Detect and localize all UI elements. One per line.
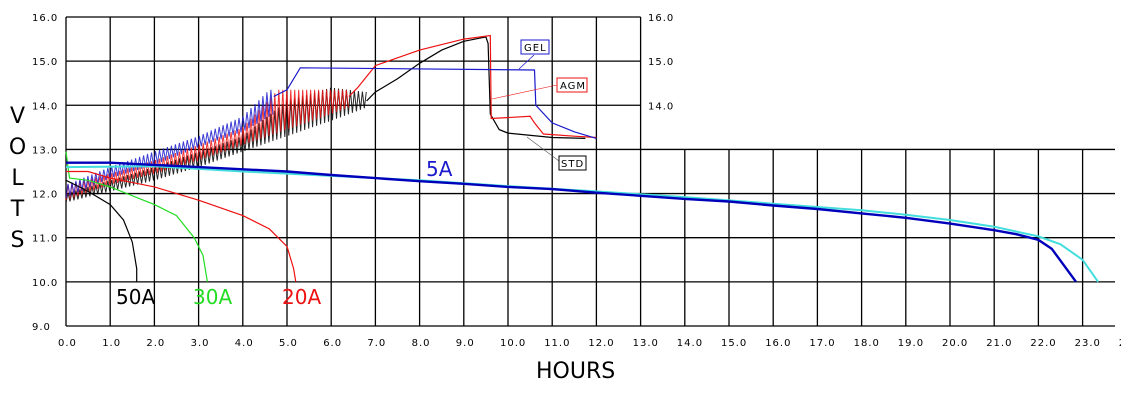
y-tick-label: 10.0 [32, 278, 58, 289]
x-tick-label: 3.0 [191, 338, 210, 349]
x-tick-label: 23.0 [1075, 338, 1101, 349]
charge-line-agm [348, 34, 597, 139]
tick-labels: 16.0 15.0 14.0 13.0 12.0 11.0 10.0 9.0 16.0 15.0 1… [32, 13, 1121, 349]
y-tick-label: 11.0 [32, 234, 58, 245]
x-tick-label: 10.0 [500, 338, 526, 349]
x-tick-label: 1.0 [102, 338, 121, 349]
x-tick-label: 22.0 [1030, 338, 1056, 349]
agm-box [556, 77, 588, 93]
gel-box [520, 39, 550, 55]
y-tick-label: 14.0 [32, 101, 58, 112]
std-leader [526, 136, 560, 162]
charge-line-std [366, 36, 586, 139]
y-tick-label-right: 14.0 [648, 101, 674, 112]
charge-ripple-agm [65, 89, 349, 201]
x-tick-label: 15.0 [721, 338, 747, 349]
series-lines [65, 34, 1099, 283]
agm-leader [491, 84, 558, 100]
x-tick-label: 14.0 [677, 338, 703, 349]
x-tick-label: 20.0 [942, 338, 968, 349]
charge-line-gel [273, 67, 597, 139]
x-tick-label: 9.0 [456, 338, 475, 349]
label-20a: 20A [282, 285, 321, 309]
std-box [558, 155, 587, 171]
discharge-line-30a [65, 151, 208, 282]
x-tick-label: 18.0 [854, 338, 880, 349]
discharge-line-20a [66, 170, 297, 282]
label-agm: AGM [560, 81, 586, 92]
y-tick-label: 12.0 [32, 190, 58, 201]
x-tick-label: 11.0 [544, 338, 570, 349]
y-tick-label: 15.0 [32, 57, 58, 68]
y-tick-label-right: 15.0 [648, 57, 674, 68]
label-30a: 30A [193, 285, 232, 309]
x-tick-label: 17.0 [809, 338, 835, 349]
x-tick-label: 5.0 [279, 338, 298, 349]
x-tick-label: 7.0 [367, 338, 386, 349]
discharge-line-cyan [65, 165, 1099, 283]
x-tick-label: 12.0 [588, 338, 614, 349]
y-axis-title: VOLTS [5, 104, 30, 259]
y-tick-label: 16.0 [32, 13, 58, 24]
x-axis-title: HOURS [536, 359, 615, 384]
x-tick-label: 4.0 [235, 338, 254, 349]
label-gel: GEL [524, 43, 547, 54]
x-tick-label: 16.0 [765, 338, 791, 349]
x-tick-label: 0.0 [58, 338, 77, 349]
label-5a: 5A [426, 157, 453, 181]
label-50a: 50A [116, 285, 155, 309]
x-tick-label: 2 [1119, 338, 1121, 349]
y-tick-label: 9.0 [32, 322, 51, 333]
x-tick-label: 2.0 [146, 338, 165, 349]
charge-ripple-std [65, 87, 367, 203]
label-std: STD [561, 159, 584, 170]
discharge-line-5a [66, 161, 1077, 283]
y-tick-label-right: 16.0 [648, 13, 674, 24]
series-labels: 50A 30A 20A 5A GEL AGM STD [116, 39, 588, 309]
x-tick-label: 19.0 [898, 338, 924, 349]
x-tick-label: 13.0 [633, 338, 659, 349]
x-tick-label: 6.0 [323, 338, 342, 349]
y-tick-label: 13.0 [32, 145, 58, 156]
gel-leader [518, 54, 535, 70]
x-tick-label: 8.0 [412, 338, 431, 349]
grid [65, 16, 1115, 327]
discharge-line-50a [65, 179, 138, 282]
x-tick-label: 21.0 [986, 338, 1012, 349]
